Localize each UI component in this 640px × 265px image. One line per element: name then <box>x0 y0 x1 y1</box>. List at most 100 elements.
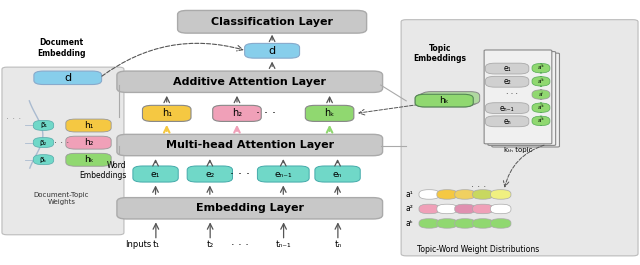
Text: eₙ₋₁: eₙ₋₁ <box>275 170 292 179</box>
Text: eₙ: eₙ <box>333 170 342 179</box>
FancyBboxPatch shape <box>244 43 300 58</box>
FancyBboxPatch shape <box>490 204 511 214</box>
FancyBboxPatch shape <box>419 190 440 199</box>
Text: a¹: a¹ <box>406 190 413 199</box>
Text: Inputs: Inputs <box>125 240 152 249</box>
Text: Classification Layer: Classification Layer <box>211 17 333 27</box>
FancyBboxPatch shape <box>490 190 511 199</box>
Text: kₜₕ topic: kₜₕ topic <box>504 147 532 153</box>
FancyBboxPatch shape <box>415 94 473 107</box>
FancyBboxPatch shape <box>532 103 550 112</box>
Text: · · ·: · · · <box>231 240 249 250</box>
Text: · · ·: · · · <box>6 114 21 124</box>
Text: Document-Topic
Weights: Document-Topic Weights <box>34 192 89 205</box>
FancyBboxPatch shape <box>117 134 383 156</box>
FancyBboxPatch shape <box>66 136 111 149</box>
Text: t₂: t₂ <box>207 240 214 249</box>
Text: aⁱᵏ: aⁱᵏ <box>538 105 545 110</box>
Text: · · ·: · · · <box>506 90 518 99</box>
Text: aⁱᵏ: aⁱᵏ <box>538 65 545 70</box>
Text: t₁: t₁ <box>152 240 159 249</box>
Text: tₙ: tₙ <box>334 240 342 249</box>
FancyBboxPatch shape <box>472 190 493 199</box>
Text: eₙ: eₙ <box>503 117 511 126</box>
FancyBboxPatch shape <box>257 166 309 182</box>
FancyBboxPatch shape <box>305 105 354 121</box>
FancyBboxPatch shape <box>187 166 232 182</box>
Text: aⁱᵏ: aⁱᵏ <box>538 79 545 83</box>
FancyBboxPatch shape <box>133 166 178 182</box>
FancyBboxPatch shape <box>33 138 54 148</box>
FancyBboxPatch shape <box>415 94 473 107</box>
Text: · · ·: · · · <box>54 138 69 148</box>
Text: βₖ: βₖ <box>40 157 47 163</box>
FancyBboxPatch shape <box>532 116 550 126</box>
FancyBboxPatch shape <box>472 219 493 228</box>
Text: β₁: β₁ <box>40 122 47 128</box>
Text: h₂: h₂ <box>232 108 242 118</box>
FancyBboxPatch shape <box>419 219 440 228</box>
FancyBboxPatch shape <box>419 204 440 214</box>
Text: Embedding Layer: Embedding Layer <box>196 203 304 213</box>
Text: a²: a² <box>405 204 413 213</box>
Text: Multi-head Attention Layer: Multi-head Attention Layer <box>166 140 334 150</box>
FancyBboxPatch shape <box>455 219 475 228</box>
FancyBboxPatch shape <box>492 53 559 147</box>
Text: hₖ: hₖ <box>440 96 449 105</box>
Text: d: d <box>269 46 276 56</box>
FancyBboxPatch shape <box>212 105 261 121</box>
FancyBboxPatch shape <box>455 190 475 199</box>
FancyBboxPatch shape <box>490 219 511 228</box>
FancyBboxPatch shape <box>33 155 54 165</box>
FancyBboxPatch shape <box>34 71 102 85</box>
FancyBboxPatch shape <box>437 190 458 199</box>
Text: Topic-Word Weight Distributions: Topic-Word Weight Distributions <box>417 245 540 254</box>
Text: e₂: e₂ <box>503 77 511 86</box>
FancyBboxPatch shape <box>437 204 458 214</box>
Text: Additive Attention Layer: Additive Attention Layer <box>173 77 326 87</box>
FancyBboxPatch shape <box>455 204 475 214</box>
FancyBboxPatch shape <box>422 92 479 104</box>
FancyBboxPatch shape <box>143 105 191 121</box>
Text: e₂: e₂ <box>205 170 214 179</box>
Text: tₙ₋₁: tₙ₋₁ <box>276 240 291 249</box>
FancyBboxPatch shape <box>532 90 550 99</box>
FancyBboxPatch shape <box>488 52 556 145</box>
Text: Document
Embedding: Document Embedding <box>37 38 86 58</box>
Text: d: d <box>64 73 71 83</box>
FancyBboxPatch shape <box>532 63 550 73</box>
FancyBboxPatch shape <box>117 198 383 219</box>
Text: eₙ₋₁: eₙ₋₁ <box>500 104 515 113</box>
FancyBboxPatch shape <box>419 93 476 106</box>
FancyBboxPatch shape <box>315 166 360 182</box>
FancyBboxPatch shape <box>485 76 529 87</box>
Text: e₁: e₁ <box>503 64 511 73</box>
Text: aᵏ: aᵏ <box>405 219 413 228</box>
Text: h₁: h₁ <box>162 108 172 118</box>
FancyBboxPatch shape <box>66 153 111 166</box>
Text: aⁱ: aⁱ <box>539 92 543 97</box>
FancyBboxPatch shape <box>33 120 54 130</box>
FancyBboxPatch shape <box>485 63 529 74</box>
Text: β₂: β₂ <box>40 139 47 145</box>
Text: h₁: h₁ <box>84 121 93 130</box>
Text: aⁱᵏ: aⁱᵏ <box>538 118 545 123</box>
FancyBboxPatch shape <box>472 204 493 214</box>
Text: e₁: e₁ <box>151 170 160 179</box>
Text: h₂: h₂ <box>84 138 93 147</box>
FancyBboxPatch shape <box>117 71 383 92</box>
FancyBboxPatch shape <box>532 77 550 86</box>
Text: hₖ: hₖ <box>324 108 335 118</box>
FancyBboxPatch shape <box>484 50 552 144</box>
FancyBboxPatch shape <box>485 103 529 113</box>
FancyBboxPatch shape <box>177 10 367 33</box>
Text: · · ·: · · · <box>471 182 486 192</box>
FancyBboxPatch shape <box>66 119 111 132</box>
Text: Topic
Embeddings: Topic Embeddings <box>413 44 467 63</box>
Text: hₖ: hₖ <box>84 155 93 164</box>
FancyBboxPatch shape <box>437 219 458 228</box>
Text: Word
Embeddings: Word Embeddings <box>79 161 127 180</box>
FancyBboxPatch shape <box>401 20 638 256</box>
FancyBboxPatch shape <box>485 116 529 127</box>
Text: · · ·: · · · <box>230 168 250 181</box>
